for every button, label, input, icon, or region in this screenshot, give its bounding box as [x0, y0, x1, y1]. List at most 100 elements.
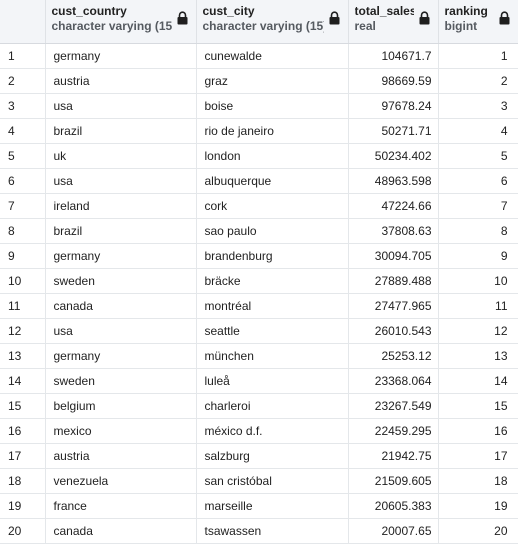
cell-cust-country[interactable]: canada — [45, 518, 197, 544]
cell-cust-city[interactable]: charleroi — [196, 393, 349, 419]
cell-ranking[interactable]: 3 — [438, 93, 518, 119]
cell-cust-city[interactable]: montréal — [196, 293, 349, 319]
row-number-cell[interactable]: 18 — [0, 468, 46, 494]
cell-total-sales[interactable]: 98669.59 — [348, 68, 439, 94]
table-row[interactable]: 12 usa seattle 26010.543 12 — [0, 318, 518, 344]
row-number-cell[interactable]: 15 — [0, 393, 46, 419]
cell-cust-city[interactable]: marseille — [196, 493, 349, 519]
cell-cust-country[interactable]: ireland — [45, 193, 197, 219]
table-row[interactable]: 13 germany münchen 25253.12 13 — [0, 343, 518, 369]
cell-cust-country[interactable]: sweden — [45, 268, 197, 294]
cell-total-sales[interactable]: 47224.66 — [348, 193, 439, 219]
cell-total-sales[interactable]: 26010.543 — [348, 318, 439, 344]
cell-cust-city[interactable]: münchen — [196, 343, 349, 369]
cell-total-sales[interactable]: 22459.295 — [348, 418, 439, 444]
table-row[interactable]: 20 canada tsawassen 20007.65 20 — [0, 518, 518, 544]
row-number-cell[interactable]: 19 — [0, 493, 46, 519]
cell-total-sales[interactable]: 97678.24 — [348, 93, 439, 119]
cell-cust-country[interactable]: venezuela — [45, 468, 197, 494]
cell-ranking[interactable]: 11 — [438, 293, 518, 319]
row-number-header[interactable] — [0, 0, 46, 44]
cell-cust-country[interactable]: usa — [45, 318, 197, 344]
row-number-cell[interactable]: 13 — [0, 343, 46, 369]
cell-total-sales[interactable]: 23267.549 — [348, 393, 439, 419]
cell-cust-city[interactable]: albuquerque — [196, 168, 349, 194]
cell-cust-country[interactable]: germany — [45, 343, 197, 369]
cell-total-sales[interactable]: 21509.605 — [348, 468, 439, 494]
cell-cust-country[interactable]: brazil — [45, 118, 197, 144]
cell-cust-country[interactable]: usa — [45, 93, 197, 119]
cell-ranking[interactable]: 14 — [438, 368, 518, 394]
cell-cust-city[interactable]: luleå — [196, 368, 349, 394]
cell-ranking[interactable]: 18 — [438, 468, 518, 494]
row-number-cell[interactable]: 1 — [0, 43, 46, 69]
cell-cust-country[interactable]: uk — [45, 143, 197, 169]
cell-ranking[interactable]: 9 — [438, 243, 518, 269]
table-row[interactable]: 3 usa boise 97678.24 3 — [0, 93, 518, 119]
row-number-cell[interactable]: 14 — [0, 368, 46, 394]
cell-ranking[interactable]: 13 — [438, 343, 518, 369]
cell-cust-country[interactable]: mexico — [45, 418, 197, 444]
cell-cust-city[interactable]: seattle — [196, 318, 349, 344]
row-number-cell[interactable]: 20 — [0, 518, 46, 544]
cell-total-sales[interactable]: 48963.598 — [348, 168, 439, 194]
table-row[interactable]: 2 austria graz 98669.59 2 — [0, 68, 518, 94]
table-row[interactable]: 17 austria salzburg 21942.75 17 — [0, 443, 518, 469]
cell-total-sales[interactable]: 37808.63 — [348, 218, 439, 244]
row-number-cell[interactable]: 3 — [0, 93, 46, 119]
cell-cust-city[interactable]: méxico d.f. — [196, 418, 349, 444]
cell-cust-city[interactable]: tsawassen — [196, 518, 349, 544]
cell-cust-city[interactable]: san cristóbal — [196, 468, 349, 494]
cell-cust-country[interactable]: germany — [45, 243, 197, 269]
table-row[interactable]: 10 sweden bräcke 27889.488 10 — [0, 268, 518, 294]
cell-total-sales[interactable]: 23368.064 — [348, 368, 439, 394]
table-row[interactable]: 8 brazil sao paulo 37808.63 8 — [0, 218, 518, 244]
cell-cust-country[interactable]: austria — [45, 443, 197, 469]
cell-total-sales[interactable]: 21942.75 — [348, 443, 439, 469]
cell-cust-city[interactable]: london — [196, 143, 349, 169]
table-row[interactable]: 16 mexico méxico d.f. 22459.295 16 — [0, 418, 518, 444]
cell-ranking[interactable]: 6 — [438, 168, 518, 194]
cell-cust-city[interactable]: sao paulo — [196, 218, 349, 244]
cell-ranking[interactable]: 1 — [438, 43, 518, 69]
column-header-total-sales[interactable]: total_sales real — [348, 0, 439, 44]
row-number-cell[interactable]: 4 — [0, 118, 46, 144]
row-number-cell[interactable]: 7 — [0, 193, 46, 219]
cell-ranking[interactable]: 10 — [438, 268, 518, 294]
row-number-cell[interactable]: 17 — [0, 443, 46, 469]
table-row[interactable]: 18 venezuela san cristóbal 21509.605 18 — [0, 468, 518, 494]
row-number-cell[interactable]: 5 — [0, 143, 46, 169]
cell-cust-city[interactable]: cork — [196, 193, 349, 219]
cell-total-sales[interactable]: 50271.71 — [348, 118, 439, 144]
cell-total-sales[interactable]: 20605.383 — [348, 493, 439, 519]
row-number-cell[interactable]: 16 — [0, 418, 46, 444]
column-header-cust-city[interactable]: cust_city character varying (15) — [196, 0, 349, 44]
cell-cust-country[interactable]: sweden — [45, 368, 197, 394]
table-row[interactable]: 4 brazil rio de janeiro 50271.71 4 — [0, 118, 518, 144]
column-header-cust-country[interactable]: cust_country character varying (15) — [45, 0, 197, 44]
cell-total-sales[interactable]: 25253.12 — [348, 343, 439, 369]
table-row[interactable]: 9 germany brandenburg 30094.705 9 — [0, 243, 518, 269]
table-row[interactable]: 6 usa albuquerque 48963.598 6 — [0, 168, 518, 194]
cell-cust-country[interactable]: austria — [45, 68, 197, 94]
cell-ranking[interactable]: 5 — [438, 143, 518, 169]
cell-ranking[interactable]: 12 — [438, 318, 518, 344]
cell-total-sales[interactable]: 27889.488 — [348, 268, 439, 294]
cell-cust-country[interactable]: usa — [45, 168, 197, 194]
table-row[interactable]: 19 france marseille 20605.383 19 — [0, 493, 518, 519]
cell-total-sales[interactable]: 104671.7 — [348, 43, 439, 69]
cell-cust-country[interactable]: brazil — [45, 218, 197, 244]
cell-total-sales[interactable]: 50234.402 — [348, 143, 439, 169]
cell-cust-country[interactable]: belgium — [45, 393, 197, 419]
cell-ranking[interactable]: 2 — [438, 68, 518, 94]
cell-cust-city[interactable]: graz — [196, 68, 349, 94]
table-row[interactable]: 5 uk london 50234.402 5 — [0, 143, 518, 169]
cell-cust-city[interactable]: brandenburg — [196, 243, 349, 269]
cell-cust-city[interactable]: bräcke — [196, 268, 349, 294]
cell-cust-country[interactable]: germany — [45, 43, 197, 69]
cell-ranking[interactable]: 8 — [438, 218, 518, 244]
row-number-cell[interactable]: 8 — [0, 218, 46, 244]
cell-ranking[interactable]: 20 — [438, 518, 518, 544]
cell-total-sales[interactable]: 30094.705 — [348, 243, 439, 269]
cell-cust-country[interactable]: france — [45, 493, 197, 519]
